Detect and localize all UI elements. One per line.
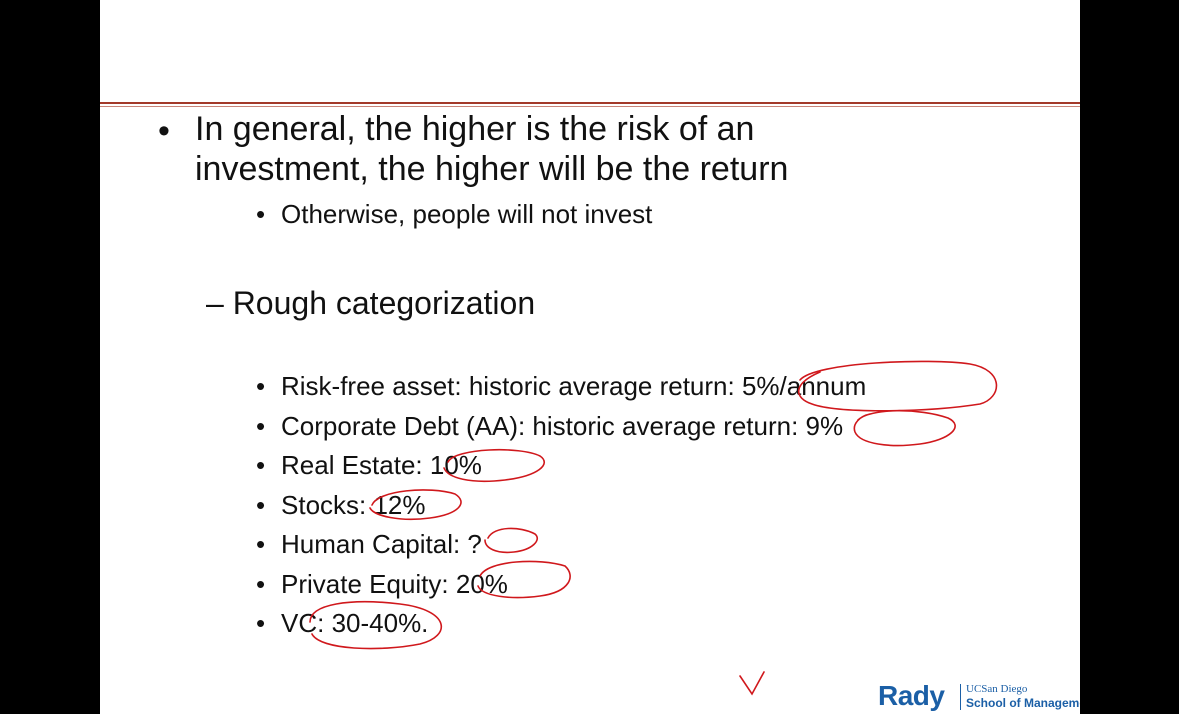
logo-school: School of Management — [966, 696, 1080, 710]
bullet-dot: • — [256, 569, 266, 599]
bullet-dot: • — [256, 608, 266, 638]
main-bullet-line2: investment, the higher will be the retur… — [195, 150, 789, 188]
logo-university: UCSan Diego — [966, 683, 1028, 695]
bullet-dot: • — [256, 529, 266, 559]
sub-bullet-text: Otherwise, people will not invest — [281, 199, 653, 229]
ink-circle-question — [484, 527, 538, 554]
bullet-dot: • — [256, 199, 266, 229]
ink-circle-9pct — [853, 409, 956, 447]
category-item: Corporate Debt (AA): historic average re… — [281, 411, 844, 441]
category-item: Risk-free asset: historic average return… — [281, 371, 867, 401]
bullet-dot: • — [256, 450, 266, 480]
logo-divider — [960, 684, 961, 710]
bullet-dot: • — [256, 371, 266, 401]
bullet-dot: • — [256, 411, 266, 441]
header-rule-thin — [100, 106, 1080, 107]
main-bullet-line1: In general, the higher is the risk of an — [195, 110, 755, 148]
category-item: Private Equity: 20% — [281, 569, 508, 599]
category-item: Stocks: 12% — [281, 490, 426, 520]
header-rule — [100, 102, 1080, 104]
ink-annotations — [309, 360, 998, 696]
bullet-dot: • — [256, 490, 266, 520]
category-item: Real Estate: 10% — [281, 450, 482, 480]
ink-mark-bottom — [739, 671, 765, 696]
category-item: Human Capital: ? — [281, 529, 482, 559]
category-item: VC: 30-40%. — [281, 608, 429, 638]
bullet-dot: • — [158, 112, 170, 150]
slide: • In general, the higher is the risk of … — [100, 0, 1080, 714]
logo-wordmark: Rady — [878, 680, 945, 711]
